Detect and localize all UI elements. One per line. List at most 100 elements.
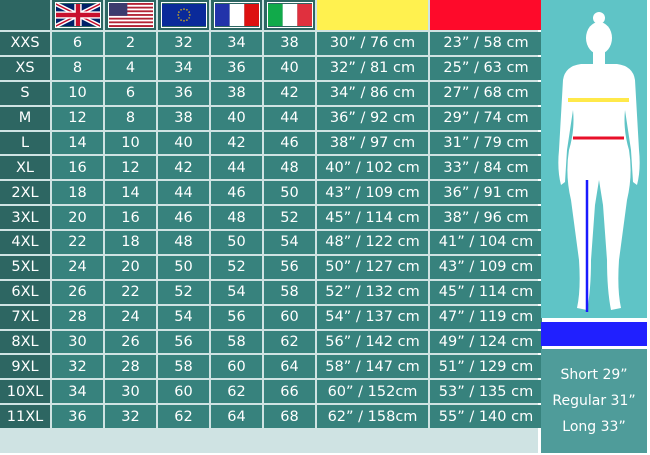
cell-it: 64 — [264, 355, 315, 379]
cell-bust: 60” / 152cm — [317, 380, 428, 404]
cell-fr: 60 — [211, 355, 262, 379]
cell-eu: 58 — [158, 355, 209, 379]
cell-size: 6XL — [0, 280, 50, 304]
cell-bust: 62” / 158cm — [317, 405, 428, 429]
cell-eu: 32 — [158, 32, 209, 55]
inseam-short: Short 29” — [560, 367, 628, 383]
cell-bust: 58” / 147 cm — [317, 355, 428, 379]
inseam-color-bar — [541, 322, 647, 346]
cell-bust: 30” / 76 cm — [317, 32, 428, 55]
cell-waist: 25” / 63 cm — [430, 56, 542, 80]
cell-bust: 32” / 81 cm — [317, 56, 428, 80]
cell-uk: 36 — [52, 405, 103, 429]
header-waist-color — [430, 0, 542, 30]
inseam-regular: Regular 31” — [552, 393, 636, 409]
cell-size: 9XL — [0, 355, 50, 379]
inseam-long: Long 33” — [562, 419, 626, 435]
cell-us: 30 — [105, 380, 156, 404]
cell-uk: 26 — [52, 280, 103, 304]
cell-fr: 50 — [211, 231, 262, 254]
cell-it: 42 — [264, 81, 315, 105]
cell-bust: 54” / 137 cm — [317, 305, 428, 329]
header-italy — [264, 0, 315, 30]
cell-eu: 62 — [158, 405, 209, 429]
cell-us: 26 — [105, 330, 156, 354]
cell-it: 68 — [264, 405, 315, 429]
cell-us: 18 — [105, 231, 156, 254]
cell-waist: 53” / 135 cm — [430, 380, 542, 404]
cell-us: 14 — [105, 181, 156, 205]
header-us — [105, 0, 156, 30]
cell-size: 11XL — [0, 405, 50, 429]
inseam-lengths: Short 29” Regular 31” Long 33” — [541, 349, 647, 453]
cell-uk: 30 — [52, 330, 103, 354]
cell-uk: 10 — [52, 81, 103, 105]
cell-uk: 16 — [52, 156, 103, 180]
cell-size: 8XL — [0, 330, 50, 354]
cell-us: 10 — [105, 131, 156, 155]
cell-us: 28 — [105, 355, 156, 379]
cell-us: 12 — [105, 156, 156, 180]
size-chart-table: XXS 6 2 32 34 38 30” / 76 cm 23” / 58 cm XS 8 4 34 3… — [0, 0, 542, 453]
uk-flag-icon — [54, 2, 101, 28]
cell-uk: 6 — [52, 32, 103, 55]
cell-size: M — [0, 106, 50, 130]
cell-eu: 52 — [158, 280, 209, 304]
cell-size: XL — [0, 156, 50, 180]
cell-us: 8 — [105, 106, 156, 130]
cell-size: L — [0, 131, 50, 155]
header-corner — [0, 0, 50, 30]
cell-fr: 42 — [211, 131, 262, 155]
cell-eu: 34 — [158, 56, 209, 80]
cell-fr: 44 — [211, 156, 262, 180]
cell-us: 32 — [105, 405, 156, 429]
header-uk — [52, 0, 103, 30]
cell-it: 40 — [264, 56, 315, 80]
cell-size: 4XL — [0, 231, 50, 254]
cell-fr: 40 — [211, 106, 262, 130]
cell-bust: 34” / 86 cm — [317, 81, 428, 105]
cell-eu: 46 — [158, 206, 209, 230]
cell-waist: 23” / 58 cm — [430, 32, 542, 55]
cell-waist: 51” / 129 cm — [430, 355, 542, 379]
cell-it: 48 — [264, 156, 315, 180]
cell-us: 22 — [105, 280, 156, 304]
cell-waist: 49” / 124 cm — [430, 330, 542, 354]
header-france — [211, 0, 262, 30]
cell-waist: 27” / 68 cm — [430, 81, 542, 105]
cell-uk: 24 — [52, 255, 103, 279]
cell-eu: 36 — [158, 81, 209, 105]
cell-fr: 58 — [211, 330, 262, 354]
cell-bust: 50” / 127 cm — [317, 255, 428, 279]
cell-us: 6 — [105, 81, 156, 105]
cell-waist: 55” / 140 cm — [430, 405, 542, 429]
cell-fr: 56 — [211, 305, 262, 329]
cell-waist: 33” / 84 cm — [430, 156, 542, 180]
cell-waist: 31” / 79 cm — [430, 131, 542, 155]
cell-eu: 60 — [158, 380, 209, 404]
cell-it: 54 — [264, 231, 315, 254]
cell-fr: 38 — [211, 81, 262, 105]
cell-it: 58 — [264, 280, 315, 304]
cell-eu: 54 — [158, 305, 209, 329]
cell-waist: 41” / 104 cm — [430, 231, 542, 254]
italy-flag-icon — [266, 2, 313, 28]
cell-bust: 52” / 132 cm — [317, 280, 428, 304]
cell-bust: 36” / 92 cm — [317, 106, 428, 130]
cell-waist: 43” / 109 cm — [430, 255, 542, 279]
cell-size: 10XL — [0, 380, 50, 404]
cell-us: 24 — [105, 305, 156, 329]
cell-it: 50 — [264, 181, 315, 205]
body-silhouette-icon — [558, 12, 640, 312]
france-flag-icon — [213, 2, 260, 28]
cell-size: 3XL — [0, 206, 50, 230]
cell-fr: 46 — [211, 181, 262, 205]
cell-us: 16 — [105, 206, 156, 230]
cell-it: 62 — [264, 330, 315, 354]
cell-waist: 36” / 91 cm — [430, 181, 542, 205]
cell-uk: 8 — [52, 56, 103, 80]
header-bust-color — [317, 0, 428, 30]
cell-eu: 42 — [158, 156, 209, 180]
cell-bust: 40” / 102 cm — [317, 156, 428, 180]
cell-it: 52 — [264, 206, 315, 230]
